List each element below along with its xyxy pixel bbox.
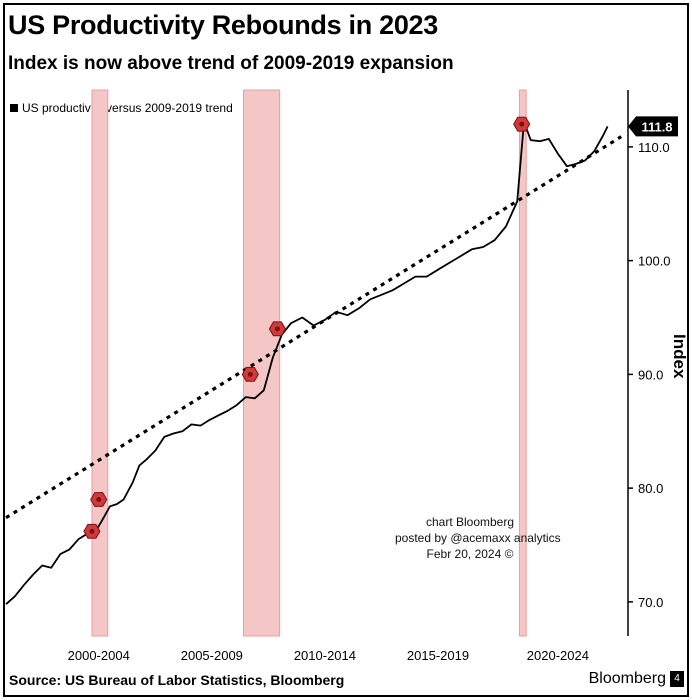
- last-value-badge: [628, 116, 678, 137]
- trend-line: [5, 135, 623, 520]
- x-tick-label-3: 2015-2019: [407, 648, 469, 663]
- brand-name: Bloomberg: [588, 670, 666, 687]
- x-tick-label-4: 2020-2024: [527, 648, 589, 663]
- y-tick-label-1: 80.0: [638, 481, 663, 496]
- y-tick-label-0: 70.0: [638, 595, 663, 610]
- event-marker-dot-4: [519, 121, 525, 127]
- chart-subtitle: Index is now above trend of 2009-2019 ex…: [8, 53, 454, 74]
- y-tick-label-3: 100.0: [638, 254, 671, 269]
- chart-title: US Productivity Rebounds in 2023: [8, 10, 438, 40]
- legend-swatch: [10, 104, 18, 112]
- legend: US productivity versus 2009-2019 trend: [10, 101, 233, 115]
- event-marker-dot-3: [274, 326, 280, 332]
- recession-band-1: [242, 89, 281, 637]
- legend-label: US productivity versus 2009-2019 trend: [22, 101, 233, 115]
- recession-band-2: [518, 89, 527, 637]
- credit-line-1: chart Bloomberg: [425, 515, 515, 529]
- y-tick-label-2: 90.0: [638, 367, 663, 382]
- last-value-label: 111.8: [641, 119, 672, 134]
- event-marker-dot-0: [89, 528, 95, 534]
- x-tick-label-0: 2000-2004: [68, 648, 130, 663]
- brand-logo: 4: [670, 671, 684, 687]
- credit-line-2: posted by @acemaxx analytics: [395, 531, 561, 545]
- y-tick-label-4: 110.0: [638, 140, 670, 155]
- event-marker-dot-2: [247, 371, 253, 377]
- chart-credit: chart Bloomberg posted by @acemaxx analy…: [395, 514, 561, 562]
- recession-band-0: [91, 89, 109, 637]
- source-note: Source: US Bureau of Labor Statistics, B…: [9, 672, 345, 688]
- x-tick-label-1: 2005-2009: [181, 648, 243, 663]
- chart-frame: [3, 3, 689, 697]
- y-axis-title: Index: [670, 334, 689, 379]
- event-marker-dot-1: [96, 497, 102, 502]
- x-tick-label-2: 2010-2014: [294, 648, 356, 663]
- credit-line-3: Febr 20, 2024 ©: [426, 547, 514, 561]
